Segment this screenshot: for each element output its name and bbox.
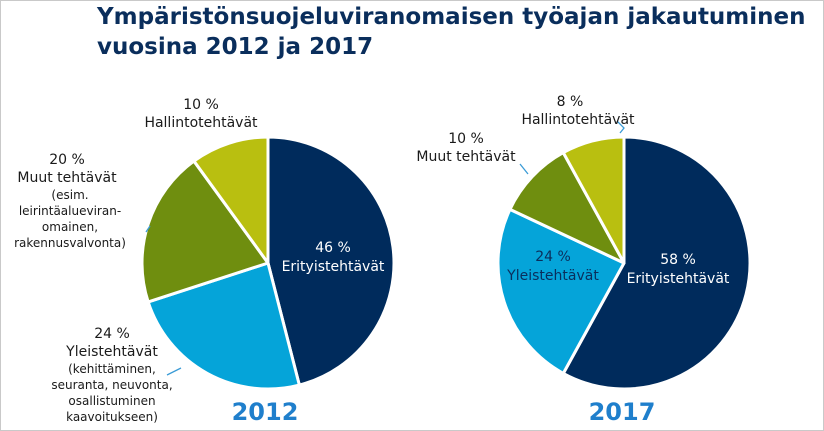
pie-slice-2017-hallintotehtavat — [561, 135, 626, 265]
label-2017-muut-pct: 10 % — [448, 131, 484, 147]
pie-slice-2012-hallintotehtavat — [192, 135, 270, 265]
label-2017-muut-name: Muut tehtävät — [416, 149, 516, 165]
label-2012-hallinto-pct: 10 % — [183, 97, 219, 113]
pie-slice-2017-muut_tehtavat — [508, 151, 626, 265]
pie-slice-2017-yleistehtavat — [496, 207, 626, 375]
label-2017-erityis-name: Erityistehtävät — [627, 271, 730, 287]
pie-2017 — [496, 135, 752, 391]
label-2012-yleis-pct: 24 % — [94, 326, 130, 342]
label-2012-yleis-detail-1: (kehittäminen, — [68, 362, 156, 376]
leader-line-2012-muut — [145, 225, 151, 233]
label-2017-hallinto-pct: 8 % — [557, 94, 584, 110]
label-2012-muut-detail-3: omainen, — [42, 220, 98, 234]
pie-slice-2017-erityistehtavat — [561, 135, 752, 391]
label-2012-muut-detail-1: (esim. — [51, 188, 88, 202]
leader-line-2017-hallinto — [616, 120, 625, 134]
pie-slice-2012-yleistehtavat — [146, 261, 301, 391]
label-2012-yleis-name: Yleistehtävät — [65, 344, 158, 360]
label-2017-yleis-pct: 24 % — [535, 249, 571, 265]
label-2012-erityis-name: Erityistehtävät — [282, 259, 385, 275]
pie-slice-2012-erityistehtavat — [266, 135, 396, 387]
label-2012-yleis-detail-4: kaavoitukseen) — [66, 410, 158, 424]
chart-title-line-2: vuosina 2012 ja 2017 — [97, 34, 374, 60]
label-2012-erityis-pct: 46 % — [315, 240, 351, 256]
chart-title: Ympäristönsuojeluviranomaisen työajan ja… — [97, 2, 806, 62]
label-2017-yleis-name: Yleistehtävät — [506, 268, 599, 284]
label-2012-muut-detail-4: rakennusvalvonta) — [14, 236, 126, 250]
label-2017-hallinto-name: Hallintotehtävät — [521, 112, 635, 128]
pie-2012 — [140, 135, 396, 391]
pie-slice-2012-muut_tehtavat — [140, 159, 270, 304]
year-label-2017: 2017 — [589, 398, 656, 426]
label-2012-muut-name: Muut tehtävät — [17, 170, 117, 186]
label-2012-yleis-detail-2: seuranta, neuvonta, — [51, 378, 172, 392]
leader-line-2017-muut — [519, 163, 529, 175]
year-label-2012: 2012 — [232, 398, 299, 426]
label-2012-muut-detail-2: leirintäalueviran- — [19, 204, 121, 218]
leader-line-2012-yleis — [166, 367, 182, 376]
label-2012-yleis-detail-3: osallistuminen — [68, 394, 155, 408]
label-2012-muut-pct: 20 % — [49, 152, 85, 168]
label-2017-erityis-pct: 58 % — [660, 252, 696, 268]
chart-title-line-1: Ympäristönsuojeluviranomaisen työajan ja… — [97, 4, 806, 30]
label-2012-hallinto-name: Hallintotehtävät — [144, 115, 258, 131]
